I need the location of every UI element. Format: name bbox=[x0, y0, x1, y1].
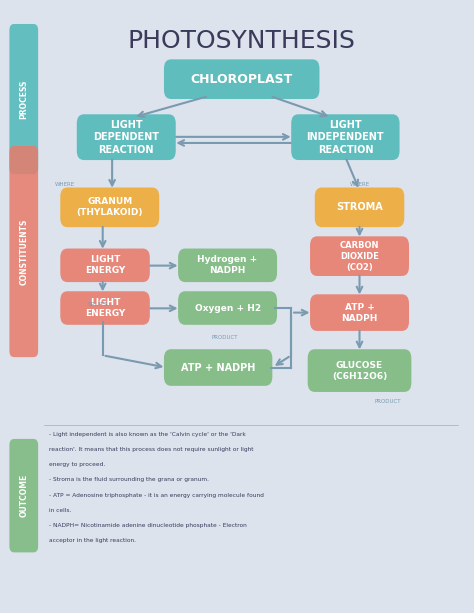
FancyBboxPatch shape bbox=[308, 349, 411, 392]
Text: PHOTOSYNTHESIS: PHOTOSYNTHESIS bbox=[128, 29, 356, 53]
Text: Hydrogen +
NADPH: Hydrogen + NADPH bbox=[198, 255, 258, 275]
Text: CHLOROPLAST: CHLOROPLAST bbox=[191, 73, 293, 86]
FancyBboxPatch shape bbox=[60, 248, 150, 282]
FancyBboxPatch shape bbox=[9, 439, 38, 552]
FancyBboxPatch shape bbox=[9, 146, 38, 357]
Text: ATP + NADPH: ATP + NADPH bbox=[181, 362, 255, 373]
Text: energy to proceed.: energy to proceed. bbox=[48, 462, 105, 467]
FancyBboxPatch shape bbox=[60, 188, 159, 227]
Text: LIGHT
DEPENDENT
REACTION: LIGHT DEPENDENT REACTION bbox=[93, 120, 159, 154]
FancyBboxPatch shape bbox=[291, 114, 400, 160]
FancyBboxPatch shape bbox=[310, 294, 409, 331]
FancyBboxPatch shape bbox=[60, 291, 150, 325]
FancyBboxPatch shape bbox=[178, 291, 277, 325]
Text: LIGHT
INDEPENDENT
REACTION: LIGHT INDEPENDENT REACTION bbox=[307, 120, 384, 154]
Text: PRODUCT: PRODUCT bbox=[212, 335, 238, 340]
Text: WHERE: WHERE bbox=[55, 182, 75, 187]
Text: OUTCOME: OUTCOME bbox=[19, 474, 28, 517]
FancyBboxPatch shape bbox=[310, 237, 409, 276]
Text: STROMA: STROMA bbox=[336, 202, 383, 212]
Text: reaction'. It means that this process does not require sunlight or light: reaction'. It means that this process do… bbox=[48, 447, 253, 452]
Text: LIGHT
ENERGY: LIGHT ENERGY bbox=[85, 255, 125, 275]
Text: CARBON
DIOXIDE
(CO2): CARBON DIOXIDE (CO2) bbox=[340, 240, 379, 272]
FancyBboxPatch shape bbox=[9, 24, 38, 174]
FancyBboxPatch shape bbox=[77, 114, 176, 160]
FancyBboxPatch shape bbox=[315, 188, 404, 227]
Text: in cells.: in cells. bbox=[48, 508, 71, 513]
Text: PRODUCT: PRODUCT bbox=[374, 398, 401, 403]
Text: acceptor in the light reaction.: acceptor in the light reaction. bbox=[48, 538, 136, 543]
Text: - NADPH= Nicotinamide adenine dinucleotide phosphate - Electron: - NADPH= Nicotinamide adenine dinucleoti… bbox=[48, 523, 246, 528]
Text: - Stroma is the fluid surrounding the grana or granum.: - Stroma is the fluid surrounding the gr… bbox=[48, 478, 209, 482]
Text: ATP +
NADPH: ATP + NADPH bbox=[341, 303, 378, 322]
Text: LIGHT
ENERGY: LIGHT ENERGY bbox=[85, 298, 125, 318]
Text: CONSTITUENTS: CONSTITUENTS bbox=[19, 218, 28, 285]
Text: - ATP = Adenosine triphosphate - it is an energy carrying molecule found: - ATP = Adenosine triphosphate - it is a… bbox=[48, 493, 264, 498]
Text: Oxygen + H2: Oxygen + H2 bbox=[194, 303, 261, 313]
FancyBboxPatch shape bbox=[164, 59, 319, 99]
Text: - Light independent is also known as the 'Calvin cycle' or the 'Dark: - Light independent is also known as the… bbox=[48, 432, 245, 436]
Text: SPLITS: SPLITS bbox=[88, 302, 108, 307]
FancyBboxPatch shape bbox=[178, 248, 277, 282]
Text: WHERE: WHERE bbox=[349, 182, 370, 187]
Text: PROCESS: PROCESS bbox=[19, 79, 28, 119]
Text: GLUCOSE
(C6H12O6): GLUCOSE (C6H12O6) bbox=[332, 360, 387, 381]
Text: GRANUM
(THYLAKOID): GRANUM (THYLAKOID) bbox=[76, 197, 143, 218]
FancyBboxPatch shape bbox=[164, 349, 273, 386]
